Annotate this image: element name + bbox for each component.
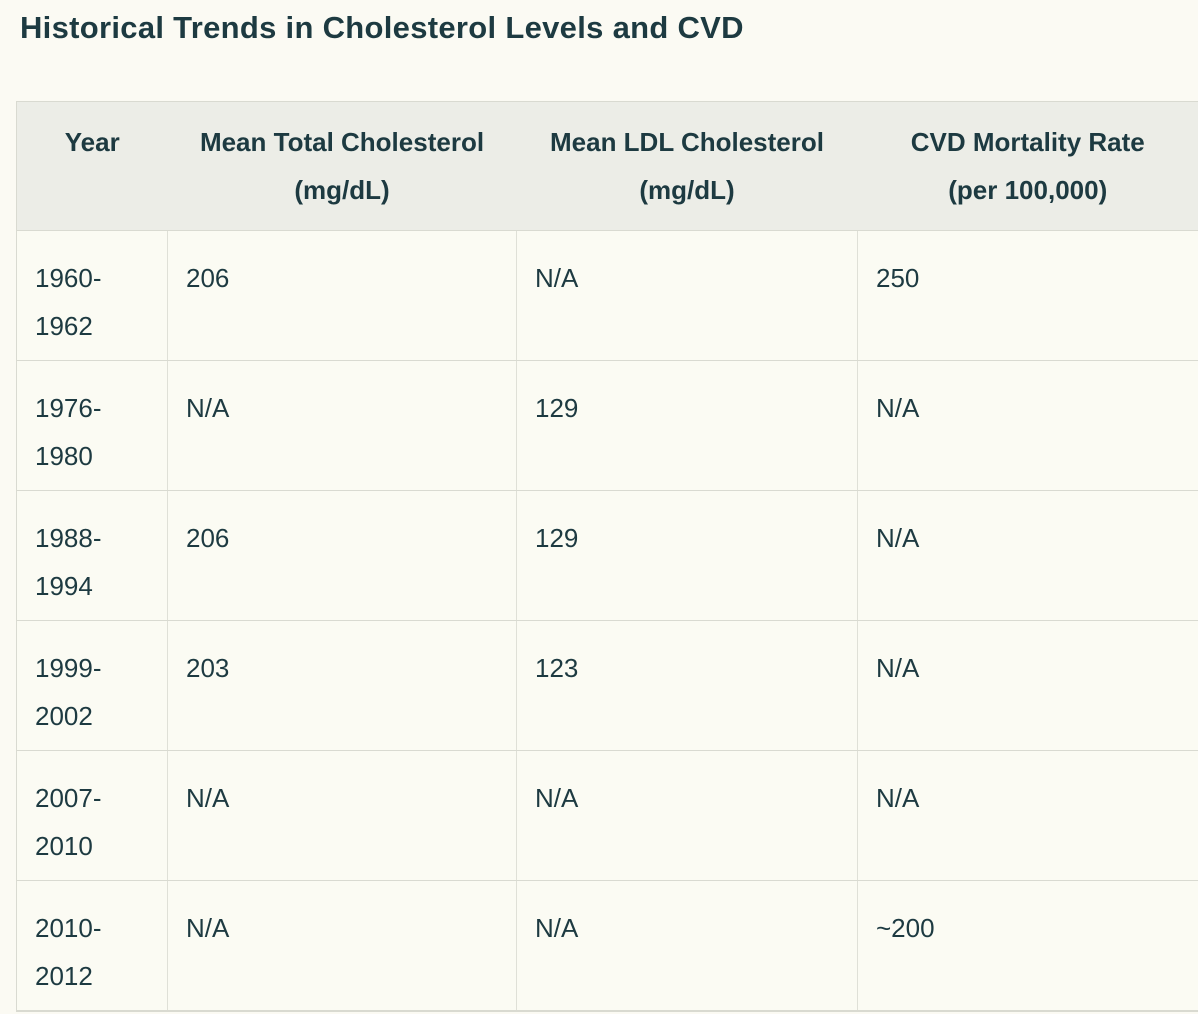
year-cell: 1999- 2002 bbox=[16, 620, 168, 751]
page-title: Historical Trends in Cholesterol Levels … bbox=[20, 10, 744, 45]
table-row: 2010- 2012 N/A N/A ~200 bbox=[16, 880, 1198, 1011]
ldl-cholesterol-cell: 129 bbox=[516, 490, 858, 621]
ldl-cholesterol-cell: 129 bbox=[516, 360, 858, 491]
ldl-cholesterol-cell: N/A bbox=[516, 880, 858, 1011]
column-header-year: Year bbox=[16, 101, 168, 231]
total-cholesterol-cell: N/A bbox=[167, 750, 517, 881]
table-row: 1988- 1994 206 129 N/A bbox=[16, 490, 1198, 621]
table-header-row: Year Mean Total Cholesterol (mg/dL) Mean… bbox=[16, 101, 1198, 231]
cvd-mortality-cell: N/A bbox=[857, 750, 1198, 881]
cvd-mortality-cell: N/A bbox=[857, 490, 1198, 621]
total-cholesterol-cell: N/A bbox=[167, 360, 517, 491]
cvd-mortality-cell: N/A bbox=[857, 620, 1198, 751]
total-cholesterol-cell: 206 bbox=[167, 490, 517, 621]
ldl-cholesterol-cell: 123 bbox=[516, 620, 858, 751]
total-cholesterol-cell: N/A bbox=[167, 880, 517, 1011]
total-cholesterol-cell: 203 bbox=[167, 620, 517, 751]
year-cell: 1960- 1962 bbox=[16, 230, 168, 361]
year-cell: 1976- 1980 bbox=[16, 360, 168, 491]
table-row: 1999- 2002 203 123 N/A bbox=[16, 620, 1198, 751]
ldl-cholesterol-cell: N/A bbox=[516, 750, 858, 881]
cvd-mortality-cell: 250 bbox=[857, 230, 1198, 361]
table-row: 2007- 2010 N/A N/A N/A bbox=[16, 750, 1198, 881]
cvd-mortality-cell: N/A bbox=[857, 360, 1198, 491]
table-row: 1960- 1962 206 N/A 250 bbox=[16, 230, 1198, 361]
cholesterol-trends-table: Year Mean Total Cholesterol (mg/dL) Mean… bbox=[16, 101, 1198, 1012]
year-cell: 2010- 2012 bbox=[16, 880, 168, 1011]
column-header-cvd-mortality: CVD Mortality Rate (per 100,000) bbox=[857, 101, 1198, 231]
column-header-total-cholesterol: Mean Total Cholesterol (mg/dL) bbox=[167, 101, 517, 231]
year-cell: 2007- 2010 bbox=[16, 750, 168, 881]
year-cell: 1988- 1994 bbox=[16, 490, 168, 621]
cvd-mortality-cell: ~200 bbox=[857, 880, 1198, 1011]
total-cholesterol-cell: 206 bbox=[167, 230, 517, 361]
table-row: 1976- 1980 N/A 129 N/A bbox=[16, 360, 1198, 491]
column-header-ldl-cholesterol: Mean LDL Cholesterol (mg/dL) bbox=[516, 101, 858, 231]
ldl-cholesterol-cell: N/A bbox=[516, 230, 858, 361]
